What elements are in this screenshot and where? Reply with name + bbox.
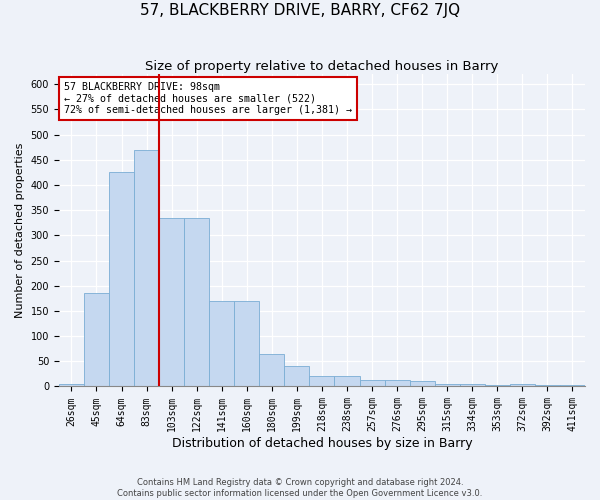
Bar: [259, 354, 284, 386]
Bar: [560, 385, 585, 386]
Bar: [535, 385, 560, 386]
Y-axis label: Number of detached properties: Number of detached properties: [15, 142, 25, 318]
Text: 57 BLACKBERRY DRIVE: 98sqm
← 27% of detached houses are smaller (522)
72% of sem: 57 BLACKBERRY DRIVE: 98sqm ← 27% of deta…: [64, 82, 352, 115]
Bar: [410, 382, 434, 386]
Bar: [184, 218, 209, 386]
Bar: [334, 376, 359, 386]
Bar: [385, 380, 410, 386]
Text: Contains HM Land Registry data © Crown copyright and database right 2024.
Contai: Contains HM Land Registry data © Crown c…: [118, 478, 482, 498]
Bar: [284, 366, 310, 386]
Bar: [234, 301, 259, 386]
X-axis label: Distribution of detached houses by size in Barry: Distribution of detached houses by size …: [172, 437, 472, 450]
Bar: [109, 172, 134, 386]
Bar: [510, 384, 535, 386]
Text: 57, BLACKBERRY DRIVE, BARRY, CF62 7JQ: 57, BLACKBERRY DRIVE, BARRY, CF62 7JQ: [140, 2, 460, 18]
Bar: [485, 385, 510, 386]
Bar: [59, 384, 84, 386]
Bar: [209, 301, 234, 386]
Bar: [460, 384, 485, 386]
Bar: [359, 380, 385, 386]
Bar: [159, 218, 184, 386]
Bar: [434, 384, 460, 386]
Bar: [84, 294, 109, 386]
Bar: [134, 150, 159, 386]
Title: Size of property relative to detached houses in Barry: Size of property relative to detached ho…: [145, 60, 499, 73]
Bar: [310, 376, 334, 386]
